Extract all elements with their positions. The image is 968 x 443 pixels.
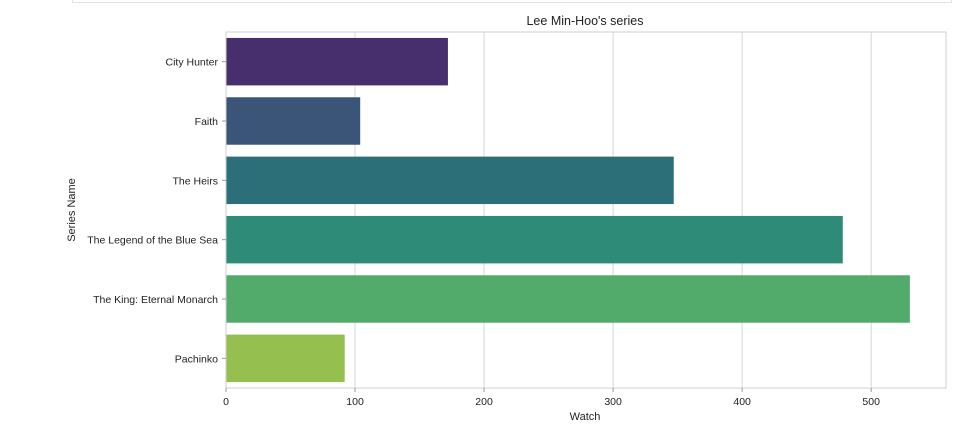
chart-title: Lee Min-Hoo's series — [526, 14, 643, 28]
x-tick-label: 300 — [604, 396, 622, 408]
x-tick-label: 500 — [862, 396, 880, 408]
bar — [226, 275, 910, 323]
x-tick-label: 0 — [223, 396, 229, 408]
x-tick-label: 100 — [346, 396, 364, 408]
y-axis-ticks: City Hunter Faith The Heirs The Legend of t… — [87, 57, 226, 365]
y-tick-label: City Hunter — [165, 57, 218, 69]
y-tick-label: Pachinko — [175, 353, 218, 365]
bar — [226, 37, 448, 86]
bar — [226, 215, 843, 264]
x-axis-label: Watch — [570, 411, 601, 423]
output-frame-border — [72, 0, 952, 3]
y-tick-label: The Heirs — [172, 175, 218, 187]
x-tick-label: 400 — [733, 396, 751, 408]
y-tick-label: The King: Eternal Monarch — [93, 294, 218, 306]
plot-area-frame — [225, 31, 947, 389]
x-axis-ticks: 0 100 200 300 400 500 — [223, 388, 880, 408]
bar — [226, 156, 674, 205]
y-axis-label: Series Name — [66, 178, 78, 242]
y-tick-label: Faith — [195, 116, 219, 128]
bar — [226, 334, 345, 383]
y-tick-label: The Legend of the Blue Sea — [87, 235, 218, 247]
bars — [226, 37, 910, 383]
bar — [226, 97, 361, 145]
x-tick-label: 200 — [475, 396, 493, 408]
